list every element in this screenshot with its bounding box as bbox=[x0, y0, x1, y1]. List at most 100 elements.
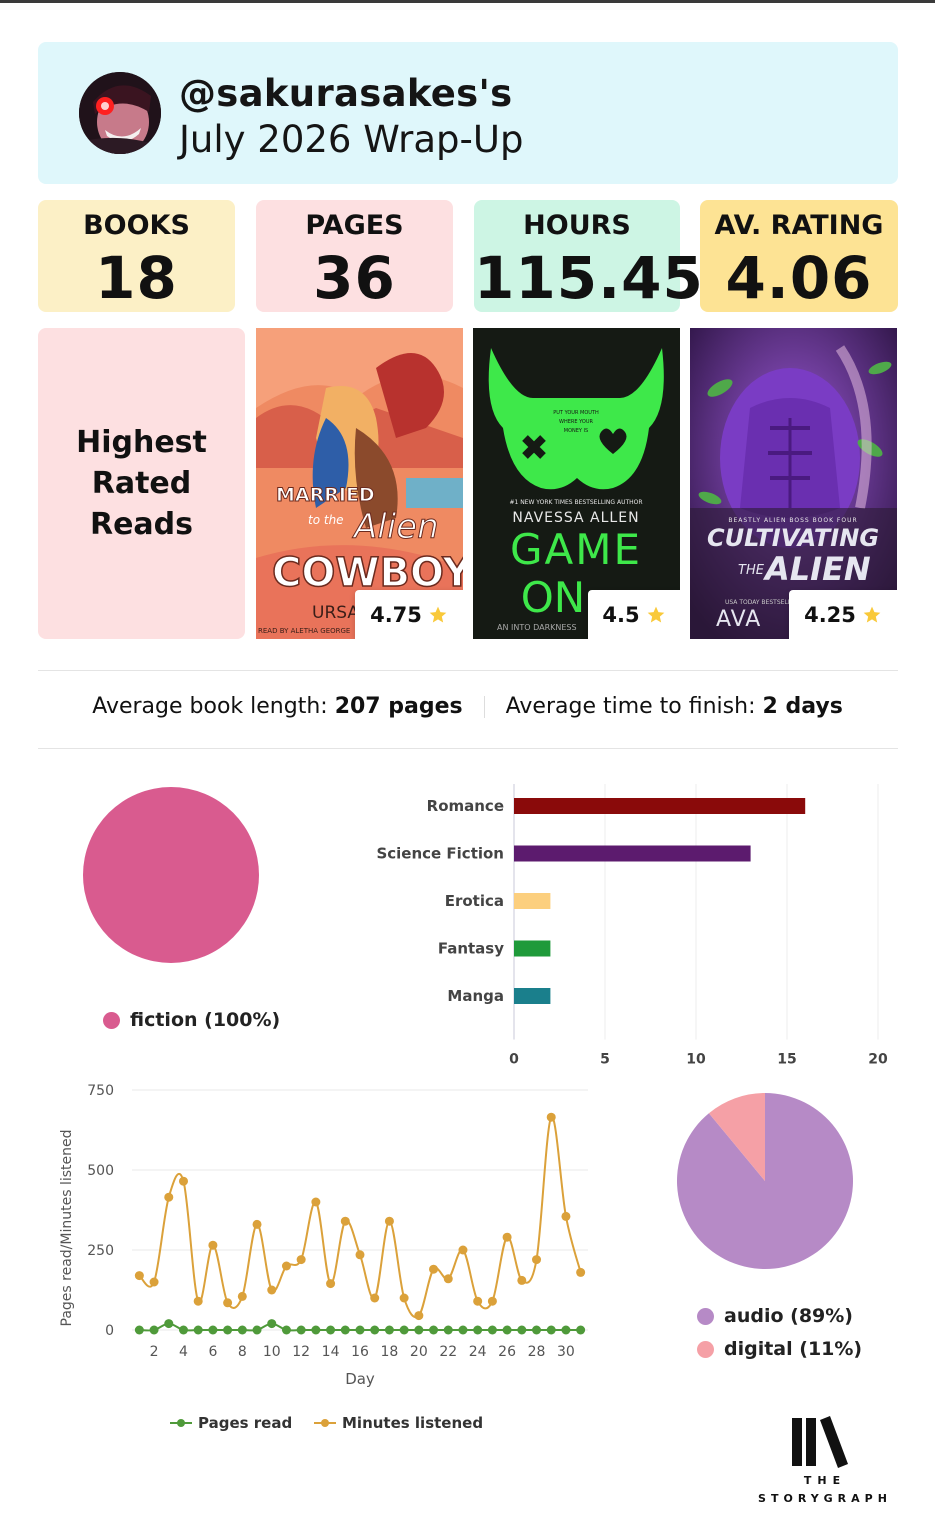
data-point[interactable] bbox=[355, 1250, 365, 1260]
x-tick-label: 12 bbox=[292, 1344, 310, 1360]
data-point[interactable] bbox=[311, 1325, 321, 1335]
data-point[interactable] bbox=[326, 1325, 336, 1335]
bar-science-fiction[interactable] bbox=[514, 845, 751, 862]
x-tick-label: 28 bbox=[528, 1344, 546, 1360]
data-point[interactable] bbox=[223, 1325, 233, 1335]
data-point[interactable] bbox=[237, 1291, 247, 1301]
data-point[interactable] bbox=[502, 1325, 512, 1335]
data-point[interactable] bbox=[164, 1319, 174, 1329]
bar-romance[interactable] bbox=[514, 798, 806, 814]
data-point[interactable] bbox=[443, 1274, 453, 1284]
y-axis-label: Pages read/Minutes listened bbox=[59, 1130, 75, 1327]
data-point[interactable] bbox=[267, 1285, 277, 1295]
bar-erotica[interactable] bbox=[514, 893, 551, 909]
format-legend-audio: audio (89%) bbox=[697, 1305, 853, 1327]
star-icon bbox=[429, 606, 447, 622]
data-point[interactable] bbox=[546, 1325, 556, 1335]
data-point[interactable] bbox=[370, 1325, 380, 1335]
data-point[interactable] bbox=[517, 1275, 527, 1285]
data-point[interactable] bbox=[178, 1325, 188, 1335]
data-point[interactable] bbox=[487, 1296, 497, 1306]
data-point[interactable] bbox=[473, 1325, 483, 1335]
pie-slice-digital[interactable] bbox=[708, 1093, 765, 1181]
cover-narrator: READ BY ALETHA GEORGE bbox=[258, 627, 350, 635]
data-point[interactable] bbox=[532, 1325, 542, 1335]
data-point[interactable] bbox=[326, 1279, 336, 1289]
data-point[interactable] bbox=[532, 1255, 542, 1265]
rating-badge: 4.75 bbox=[355, 590, 463, 639]
data-point[interactable] bbox=[399, 1293, 409, 1303]
data-point[interactable] bbox=[576, 1267, 586, 1277]
data-point[interactable] bbox=[193, 1296, 203, 1306]
data-point[interactable] bbox=[458, 1325, 468, 1335]
data-point[interactable] bbox=[370, 1293, 380, 1303]
data-point[interactable] bbox=[296, 1325, 306, 1335]
data-point[interactable] bbox=[178, 1176, 188, 1186]
x-tick-label: 10 bbox=[686, 1052, 706, 1068]
data-point[interactable] bbox=[134, 1271, 144, 1281]
data-point[interactable] bbox=[517, 1325, 527, 1335]
data-point[interactable] bbox=[296, 1255, 306, 1265]
bar-manga[interactable] bbox=[514, 988, 551, 1004]
rating-badge: 4.25 bbox=[789, 590, 897, 639]
pie-slice-fiction[interactable] bbox=[83, 787, 259, 963]
stat-average-rating: AV. RATING 4.06 bbox=[700, 200, 898, 312]
data-point[interactable] bbox=[149, 1277, 159, 1287]
data-point[interactable] bbox=[414, 1311, 424, 1321]
data-point[interactable] bbox=[252, 1325, 262, 1335]
avg-time-label: Average time to finish: bbox=[505, 694, 756, 719]
data-point[interactable] bbox=[223, 1298, 233, 1308]
data-point[interactable] bbox=[149, 1325, 159, 1335]
data-point[interactable] bbox=[429, 1264, 439, 1274]
avatar-image bbox=[79, 72, 161, 154]
data-point[interactable] bbox=[281, 1325, 291, 1335]
data-point[interactable] bbox=[237, 1325, 247, 1335]
data-point[interactable] bbox=[546, 1112, 556, 1122]
data-point[interactable] bbox=[164, 1192, 174, 1202]
data-point[interactable] bbox=[561, 1325, 571, 1335]
data-point[interactable] bbox=[458, 1245, 468, 1255]
data-point[interactable] bbox=[281, 1261, 291, 1271]
data-point[interactable] bbox=[487, 1325, 497, 1335]
data-point[interactable] bbox=[429, 1325, 439, 1335]
book-cover-3[interactable]: BEASTLY ALIEN BOSS BOOK FOUR CULTIVATING… bbox=[690, 328, 897, 639]
bar-fantasy[interactable] bbox=[514, 940, 551, 957]
page-title: July 2026 Wrap-Up bbox=[179, 118, 524, 161]
data-point[interactable] bbox=[384, 1325, 394, 1335]
book-cover-2[interactable]: PUT YOUR MOUTH WHERE YOUR MONEY IS #1 NE… bbox=[473, 328, 680, 639]
data-point[interactable] bbox=[134, 1325, 144, 1335]
data-point[interactable] bbox=[208, 1240, 218, 1250]
data-point[interactable] bbox=[443, 1325, 453, 1335]
x-tick-label: 20 bbox=[410, 1344, 428, 1360]
data-point[interactable] bbox=[414, 1325, 424, 1335]
data-point[interactable] bbox=[193, 1325, 203, 1335]
data-point[interactable] bbox=[561, 1211, 571, 1221]
data-point[interactable] bbox=[311, 1197, 321, 1207]
data-point[interactable] bbox=[502, 1232, 512, 1242]
cover-title-line: MARRIED bbox=[276, 484, 375, 506]
cover-title-line: Alien bbox=[352, 507, 439, 547]
cover-title-line: GAME bbox=[510, 525, 642, 574]
data-point[interactable] bbox=[252, 1219, 262, 1229]
data-point[interactable] bbox=[576, 1325, 586, 1335]
data-point[interactable] bbox=[267, 1319, 277, 1329]
avatar[interactable] bbox=[79, 72, 161, 154]
data-point[interactable] bbox=[208, 1325, 218, 1335]
data-point[interactable] bbox=[340, 1325, 350, 1335]
data-point[interactable] bbox=[340, 1216, 350, 1226]
data-point[interactable] bbox=[384, 1216, 394, 1226]
y-tick-label: 750 bbox=[87, 1083, 114, 1099]
data-point[interactable] bbox=[399, 1325, 409, 1335]
highest-rated-heading: Highest Rated Reads bbox=[38, 422, 245, 545]
storygraph-logo[interactable]: THE STORYGRAPH bbox=[755, 1414, 895, 1508]
data-point[interactable] bbox=[355, 1325, 365, 1335]
x-tick-label: 14 bbox=[322, 1344, 340, 1360]
data-point[interactable] bbox=[473, 1296, 483, 1306]
x-tick-label: 22 bbox=[439, 1344, 457, 1360]
x-tick-label: 26 bbox=[498, 1344, 516, 1360]
book-cover-1[interactable]: MARRIED to the Alien COWBOY URSA READ BY… bbox=[256, 328, 463, 639]
averages-line: Average book length: 207 pages Average t… bbox=[0, 694, 935, 719]
series-line-minutes-listened bbox=[138, 1116, 582, 1319]
legend-label: fiction (100%) bbox=[130, 1009, 281, 1031]
